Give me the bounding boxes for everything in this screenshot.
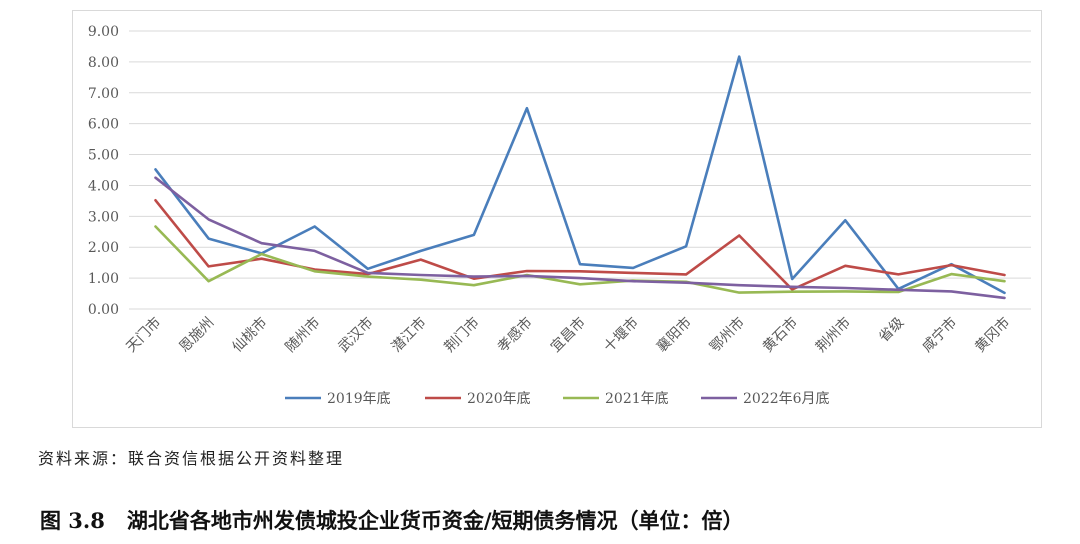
x-tick-label: 鄂州市: [706, 314, 748, 356]
x-tick-label: 荆州市: [812, 314, 854, 356]
figure-number: 图 3.8: [40, 508, 105, 533]
series-lines: [154, 55, 1006, 300]
y-tick-label: 9.00: [88, 24, 119, 40]
series-line-2: [154, 225, 1006, 294]
gridlines: [129, 30, 1031, 310]
y-tick-label: 0.00: [88, 302, 119, 318]
legend-label: 2020年底: [467, 391, 531, 407]
y-tick-label: 4.00: [88, 178, 119, 194]
series-line-3: [154, 176, 1006, 300]
legend-label: 2022年6月底: [743, 391, 830, 407]
source-note: 资料来源：联合资信根据公开资料整理: [38, 449, 345, 468]
figure-caption: 图 3.8 湖北省各地市州发债城投企业货币资金/短期债务情况（单位：倍）: [40, 505, 744, 535]
line-chart: 0.00 1.00 2.00 3.00 4.00 5.00 6.00 7.00 8.00 9.00…: [88, 24, 1031, 407]
legend-item: 2019年底: [285, 391, 391, 407]
x-tick-label: 恩施州: [176, 315, 217, 356]
legend: 2019年底 2020年底 2021年底 2022年6月底: [285, 391, 830, 407]
y-tick-label: 1.00: [88, 271, 119, 287]
x-tick-label: 武汉市: [335, 314, 377, 356]
x-tick-label: 仙桃市: [229, 314, 271, 356]
x-tick-label: 十堰市: [600, 314, 642, 356]
y-tick-label: 2.00: [88, 240, 119, 256]
x-tick-label: 黄石市: [759, 314, 801, 356]
x-tick-label: 宜昌市: [547, 314, 589, 356]
x-tick-label: 黄冈市: [972, 314, 1014, 356]
y-axis-ticks: 0.00 1.00 2.00 3.00 4.00 5.00 6.00 7.00 8.00 9.00: [88, 24, 119, 318]
legend-item: 2021年底: [563, 391, 669, 407]
x-tick-label: 省级: [876, 315, 907, 346]
y-tick-label: 5.00: [88, 148, 119, 164]
x-tick-label: 咸宁市: [919, 314, 961, 356]
x-tick-label: 孝感市: [494, 314, 536, 356]
x-tick-label: 随州市: [282, 314, 324, 356]
legend-item: 2020年底: [425, 391, 531, 407]
y-tick-label: 3.00: [88, 209, 119, 225]
legend-label: 2019年底: [327, 391, 391, 407]
x-tick-label: 潜江市: [388, 314, 430, 356]
series-line-0: [154, 55, 1006, 295]
x-tick-label: 襄阳市: [653, 314, 695, 356]
y-tick-label: 8.00: [88, 55, 119, 71]
y-tick-label: 7.00: [88, 86, 119, 102]
legend-label: 2021年底: [605, 391, 669, 407]
legend-item: 2022年6月底: [701, 391, 830, 407]
chart-frame: 0.00 1.00 2.00 3.00 4.00 5.00 6.00 7.00 8.00 9.00…: [72, 10, 1042, 428]
series-line-1: [154, 199, 1006, 291]
figure-title: 湖北省各地市州发债城投企业货币资金/短期债务情况（单位：倍）: [126, 509, 744, 533]
x-tick-label: 天门市: [123, 314, 165, 356]
y-tick-label: 6.00: [88, 117, 119, 133]
x-axis-ticks: 天门市 恩施州 仙桃市 随州市 武汉市 潜江市 荆门市 孝感市 宜昌市 十堰市 襄阳市 鄂州市 黄石市荆…: [123, 314, 1014, 356]
x-tick-label: 荆门市: [441, 314, 483, 356]
